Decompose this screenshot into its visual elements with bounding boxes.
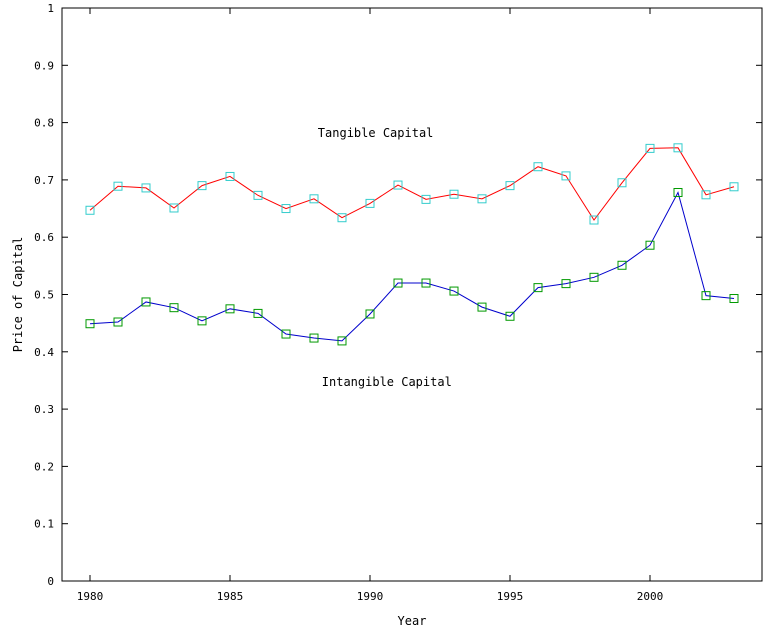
plot-frame [61,7,763,582]
x-tick-label: 1990 [357,590,384,603]
series-2-marker [253,308,263,318]
series-2-marker [85,319,95,329]
y-tick-label: 0 [47,575,54,588]
series-2-marker [449,286,459,296]
series-1-marker [589,215,599,225]
series-2-marker [701,291,711,301]
series-2-marker [365,309,375,319]
series-2-marker [393,278,403,288]
series-1-marker [169,203,179,213]
series-1-marker [477,194,487,204]
series-1-marker [365,198,375,208]
annotation-label: Tangible Capital [318,126,434,140]
x-tick-label: 1995 [497,590,524,603]
x-axis-label: Year [398,614,427,628]
series-1-marker [673,143,683,153]
x-tick-label: 1980 [77,590,104,603]
series-2-marker [309,333,319,343]
annotation-label: Intangible Capital [322,375,452,389]
annotations: Tangible Capital Intangible Capital [318,126,452,389]
y-tick-label: 0.1 [34,518,54,531]
series-1-marker [505,181,515,191]
series-2-marker [533,283,543,293]
y-tick-labels: 0 0.1 0.2 0.3 0.4 0.5 0.6 0.7 0.8 0.9 1 [34,2,54,588]
series-1-marker [197,181,207,191]
y-tick-label: 0.3 [34,403,54,416]
series-2-marker [645,240,655,250]
series-1-marker [701,190,711,200]
series-2-marker [505,311,515,321]
series-2-marker [477,302,487,312]
x-tick-label: 1985 [217,590,244,603]
series-1-marker [225,171,235,181]
series-1-marker [729,182,739,192]
series-1-marker [449,189,459,199]
series-2-marker [113,317,123,327]
y-tick-label: 0.5 [34,289,54,302]
series-1-marker [309,194,319,204]
y-tick-label: 0.6 [34,231,54,244]
series-2-marker [141,297,151,307]
y-tick-label: 0.7 [34,174,54,187]
series-1-marker [561,171,571,181]
x-tick-label: 2000 [637,590,664,603]
y-tick-label: 1 [47,2,54,15]
y-tick-label: 0.4 [34,346,54,359]
series-1-marker [533,162,543,172]
series-2-marker [617,260,627,270]
series-layer [85,143,739,346]
series-2-marker [169,303,179,313]
y-tick-label: 0.8 [34,117,54,130]
series-1-line [89,147,735,221]
series-1-marker [393,180,403,190]
series-2-marker [589,272,599,282]
series-1-marker [253,190,263,200]
series-1-marker [421,194,431,204]
x-tick-labels: 1980 1985 1990 1995 2000 [77,590,664,603]
series-2-marker [673,188,683,198]
series-2-marker [225,304,235,314]
series-2-marker [197,316,207,326]
series-2-marker [561,279,571,289]
series-1-marker [141,183,151,193]
series-1-marker [337,213,347,223]
tick-marks [62,7,762,582]
series-1-marker [645,143,655,153]
series-2-line [89,191,735,342]
series-1 [85,143,739,225]
series-2-marker [729,294,739,304]
series-1-marker [113,181,123,191]
y-tick-label: 0.2 [34,460,54,473]
series-1-marker [617,178,627,188]
series-2-marker [421,278,431,288]
series-1-marker [85,205,95,215]
series-2-marker [337,336,347,346]
y-tick-label: 0.9 [34,59,54,72]
series-2-marker [281,329,291,339]
series-2 [85,188,739,346]
y-axis-label: Price of Capital [11,237,25,353]
series-1-marker [281,204,291,214]
